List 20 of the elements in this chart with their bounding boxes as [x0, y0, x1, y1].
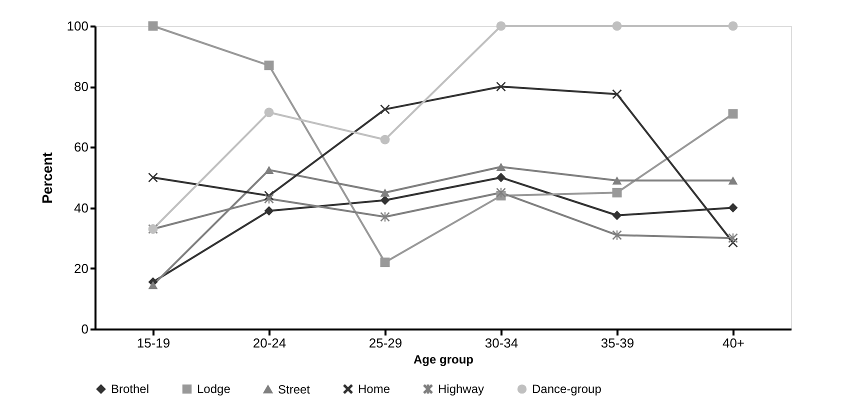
legend-label: Brothel [111, 382, 150, 396]
y-tick-label: 100 [66, 18, 88, 34]
y-tick-label: 60 [74, 140, 88, 155]
legend-label: Street [278, 382, 311, 396]
y-tick-label: 80 [74, 79, 88, 94]
x-tick-label: 15-19 [136, 336, 170, 350]
legend-label: Home [358, 382, 390, 396]
y-axis-title: Percent [38, 152, 55, 204]
x-tick-label: 40+ [722, 336, 745, 350]
y-tick-label: 40 [74, 200, 88, 216]
y-tick-label: 20 [74, 260, 88, 276]
x-tick-label: 20-24 [252, 336, 286, 350]
legend-label: Dance-group [532, 382, 602, 396]
x-tick-label: 25-29 [368, 336, 402, 350]
y-tick-label: 0 [81, 322, 88, 336]
legend-label: Lodge [197, 382, 231, 396]
x-axis-title: Age group [414, 352, 474, 366]
x-tick-label: 35-39 [600, 336, 634, 350]
x-tick-label: 30-34 [484, 336, 518, 350]
legend-label: Highway [438, 382, 484, 396]
